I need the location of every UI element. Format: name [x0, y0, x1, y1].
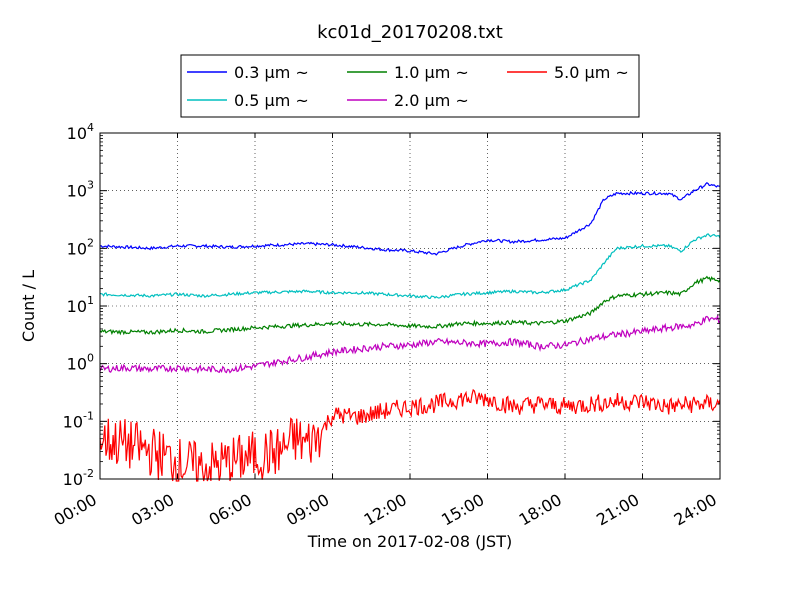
y-tick-label-base: 10: [67, 297, 87, 316]
x-tick-label: 09:00: [283, 490, 332, 530]
series-lines: [99, 182, 721, 482]
y-tick-label: 10-1: [63, 409, 94, 431]
legend-label: 2.0 μm ~: [394, 91, 469, 110]
grid-lines: [100, 133, 720, 479]
chart-title: kc01d_20170208.txt: [317, 22, 503, 43]
series-line: [99, 182, 720, 256]
x-axis-label: Time on 2017-02-08 (JST): [307, 532, 512, 551]
series-line: [99, 233, 721, 300]
y-tick-label-exponent: 3: [87, 179, 94, 192]
y-tick-label: 102: [67, 236, 94, 258]
x-tick-label: 06:00: [206, 490, 255, 530]
x-tick-label: 18:00: [516, 490, 565, 530]
legend-items: 0.3 μm ~ 0.5 μm ~ 1.0 μm ~ 2.0 μm ~ 5.0 μm ~: [187, 63, 629, 110]
y-tick-label-base: 10: [67, 182, 87, 201]
y-tick-label-exponent: -1: [83, 409, 94, 422]
legend-label: 0.3 μm ~: [234, 63, 309, 82]
y-tick-label-exponent: 2: [87, 236, 94, 249]
y-tick-label-base: 10: [63, 470, 83, 489]
y-tick-label-exponent: 0: [87, 352, 94, 365]
x-tick-labels: 00:00 03:00 06:00 09:00 12:00 15:00 18:00 21:00…: [51, 490, 720, 530]
y-tick-label: 10-2: [63, 467, 94, 489]
legend: 0.3 μm ~ 0.5 μm ~ 1.0 μm ~ 2.0 μm ~ 5.0 μm ~: [180, 54, 640, 118]
y-tick-label: 101: [67, 294, 94, 316]
y-tick-label: 104: [67, 121, 94, 143]
y-tick-label-base: 10: [67, 239, 87, 258]
y-tick-label: 100: [67, 352, 94, 374]
series-line: [99, 314, 721, 375]
legend-label: 0.5 μm ~: [234, 91, 309, 110]
x-tick-label: 12:00: [361, 490, 410, 530]
x-tick-label: 00:00: [51, 490, 100, 530]
y-tick-label-base: 10: [63, 412, 83, 431]
x-tick-label: 21:00: [593, 490, 642, 530]
x-tick-label: 24:00: [671, 490, 720, 530]
legend-box: [180, 54, 640, 118]
x-tick-label: 03:00: [128, 490, 177, 530]
legend-label: 1.0 μm ~: [394, 63, 469, 82]
y-tick-label-base: 10: [67, 124, 87, 143]
series-line: [99, 275, 721, 336]
y-tick-label-exponent: 1: [87, 294, 94, 307]
series-line: [99, 388, 721, 482]
y-tick-label-base: 10: [67, 355, 87, 374]
y-tick-label: 103: [67, 179, 94, 201]
x-tick-label: 15:00: [438, 490, 487, 530]
y-axis-label: Count / L: [19, 270, 38, 342]
y-tick-label-exponent: 4: [87, 121, 94, 134]
axis-ticks: [99, 132, 721, 480]
legend-label: 5.0 μm ~: [554, 63, 629, 82]
y-tick-label-exponent: -2: [83, 467, 94, 480]
